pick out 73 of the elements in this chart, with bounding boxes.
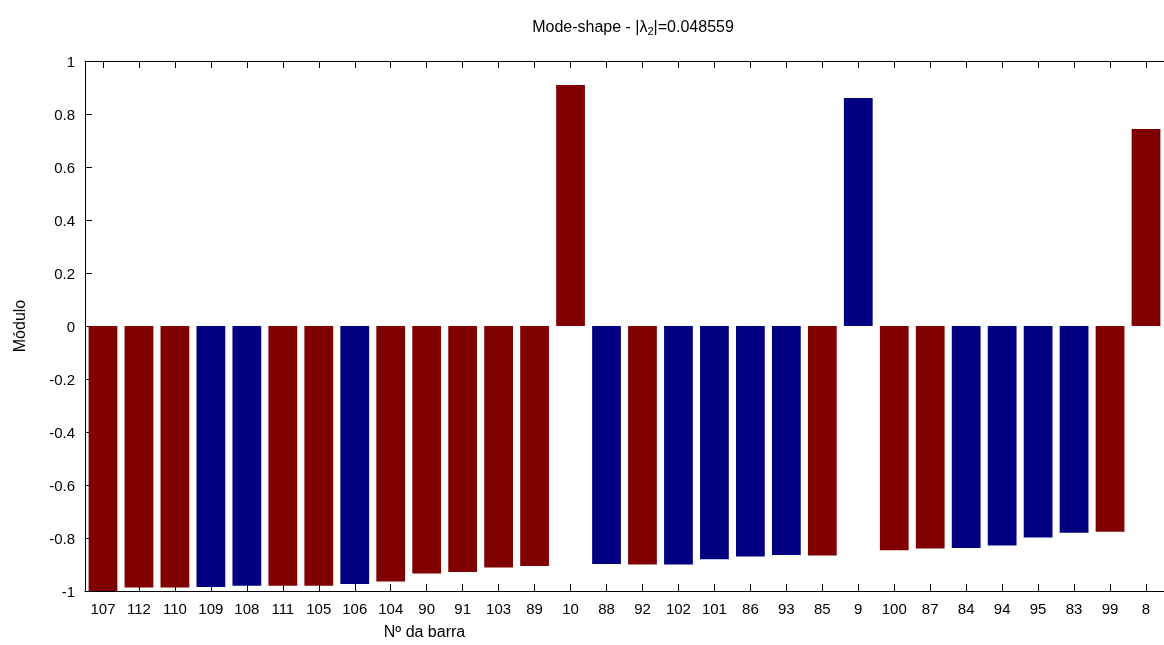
bar	[951, 326, 981, 549]
y-tick-label: 0.2	[54, 264, 75, 282]
bar	[196, 326, 226, 588]
x-tick-label: 8	[1141, 600, 1151, 617]
x-tick-label: 107	[90, 600, 116, 617]
bar	[592, 326, 621, 564]
y-tick-label: 0.6	[54, 158, 75, 176]
x-tick-label: 95	[1029, 600, 1047, 617]
bar	[1059, 326, 1089, 533]
y-tick-label: 0.8	[54, 105, 75, 123]
x-tick-label: 112	[126, 600, 151, 617]
x-tick-label: 110	[162, 600, 187, 617]
bar	[448, 326, 478, 572]
bar	[376, 326, 406, 582]
bar	[340, 326, 370, 585]
bar	[232, 326, 262, 586]
x-tick-label: 90	[418, 600, 436, 617]
x-tick-label: 85	[813, 600, 831, 617]
x-axis-title: Nº da barra	[383, 622, 466, 640]
bar	[412, 326, 442, 574]
y-tick-label: 1	[66, 52, 75, 70]
x-tick-label: 10	[562, 600, 579, 617]
x-tick-label: 105	[306, 600, 332, 617]
x-tick-label: 100	[881, 600, 907, 617]
y-tick-label: -1	[61, 582, 75, 600]
y-tick-label: 0.4	[54, 211, 75, 229]
x-tick-label: 91	[454, 600, 471, 617]
x-tick-label: 104	[378, 600, 404, 617]
x-tick-label: 88	[598, 600, 615, 617]
bar	[987, 326, 1017, 546]
bar	[1095, 326, 1125, 532]
bar	[807, 326, 837, 556]
y-tick-label: 0	[66, 317, 75, 335]
x-tick-label: 89	[526, 600, 543, 617]
x-tick-label: 84	[957, 600, 975, 617]
x-tick-label: 106	[342, 600, 368, 617]
bar	[160, 326, 190, 588]
bar	[628, 326, 657, 565]
x-tick-label: 102	[665, 600, 691, 617]
y-tick-label: -0.2	[49, 370, 75, 388]
y-tick-label: -0.4	[49, 423, 75, 441]
x-tick-label: 111	[271, 600, 295, 617]
bar	[771, 326, 801, 555]
x-tick-label: 86	[742, 600, 759, 617]
x-tick-label: 92	[634, 600, 651, 617]
bar	[1131, 129, 1161, 326]
x-tick-label: 109	[198, 600, 224, 617]
x-tick-label: 93	[778, 600, 795, 617]
bar	[736, 326, 765, 557]
bar	[843, 98, 873, 326]
bar	[700, 326, 729, 560]
bar	[1023, 326, 1053, 538]
bar	[520, 326, 549, 567]
bar	[915, 326, 945, 549]
x-tick-label: 9	[854, 600, 863, 617]
bar	[664, 326, 693, 565]
bar	[88, 326, 118, 591]
x-tick-label: 83	[1065, 600, 1083, 617]
x-tick-label: 99	[1101, 600, 1119, 617]
x-tick-label: 94	[993, 600, 1011, 617]
x-tick-label: 103	[486, 600, 512, 617]
bar	[304, 326, 334, 586]
bar	[268, 326, 298, 586]
x-tick-label: 108	[234, 600, 260, 617]
x-tick-label: 101	[701, 600, 727, 617]
bar	[879, 326, 909, 551]
bar	[484, 326, 513, 568]
y-tick-label: -0.6	[49, 476, 75, 494]
y-axis-title: Módulo	[10, 299, 28, 353]
x-tick-label: 87	[921, 600, 939, 617]
bar	[124, 326, 154, 588]
bar	[556, 85, 585, 326]
y-tick-label: -0.8	[49, 529, 75, 547]
